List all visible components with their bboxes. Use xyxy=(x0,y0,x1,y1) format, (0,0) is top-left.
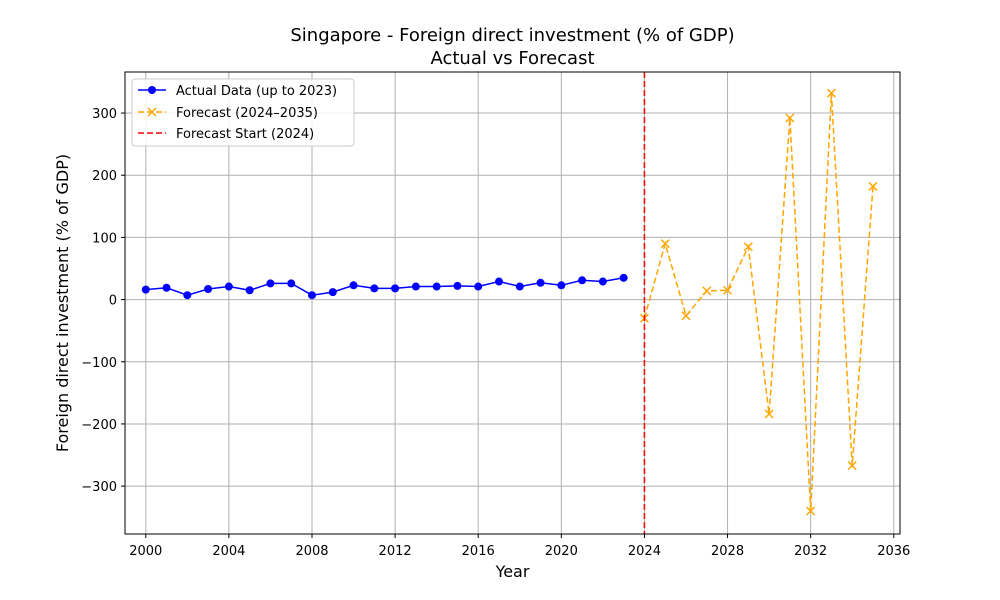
y-tick-label: 0 xyxy=(109,294,117,309)
data-point-actual xyxy=(287,279,296,288)
y-tick-label: −300 xyxy=(81,480,117,495)
data-point-forecast xyxy=(764,409,774,419)
data-point-forecast xyxy=(723,285,733,295)
chart-title: Singapore - Foreign direct investment (%… xyxy=(290,25,734,46)
data-point-actual xyxy=(453,281,462,290)
data-point-actual xyxy=(536,278,545,287)
data-point-actual xyxy=(619,273,628,282)
x-tick-label: 2020 xyxy=(545,544,578,559)
data-point-forecast xyxy=(826,88,836,98)
plot-frame xyxy=(124,71,901,535)
data-point-forecast xyxy=(806,506,816,516)
data-point-actual xyxy=(578,276,587,285)
data-point-actual xyxy=(204,285,213,294)
series-line-forecast xyxy=(643,93,874,512)
x-tick-label: 2012 xyxy=(379,544,412,559)
legend-item-forecast-start: Forecast Start (2024) xyxy=(138,127,314,142)
legend-marker-actual xyxy=(148,86,156,94)
legend-box xyxy=(131,78,355,147)
data-point-actual xyxy=(266,279,275,288)
data-point-actual xyxy=(141,285,150,294)
legend-label-actual: Actual Data (up to 2023) xyxy=(176,84,337,99)
data-point-actual xyxy=(370,284,379,293)
axis-ticks: 2000 2004 2008 2012 2016 2020 2024 2028 2032 2036… xyxy=(81,107,910,559)
series-line-actual xyxy=(145,277,624,296)
data-point-actual xyxy=(391,284,400,293)
legend-item-forecast: Forecast (2024–2035) xyxy=(138,106,318,121)
data-point-actual xyxy=(432,282,441,291)
data-point-actual xyxy=(474,282,483,291)
data-point-actual xyxy=(349,281,358,290)
data-point-actual xyxy=(515,282,524,291)
x-tick-label: 2008 xyxy=(295,544,328,559)
data-point-forecast xyxy=(847,461,857,471)
x-tick-label: 2028 xyxy=(711,544,744,559)
y-tick-label: 100 xyxy=(92,231,117,246)
legend-item-actual: Actual Data (up to 2023) xyxy=(138,84,337,99)
x-tick-label: 2024 xyxy=(628,544,661,559)
x-tick-label: 2000 xyxy=(129,544,162,559)
x-axis-label: Year xyxy=(495,562,530,581)
data-point-forecast xyxy=(660,239,670,249)
data-point-forecast xyxy=(868,181,878,191)
y-tick-label: −100 xyxy=(81,356,117,371)
data-point-actual xyxy=(183,291,192,300)
legend-label-forecast: Forecast (2024–2035) xyxy=(176,106,318,121)
data-point-actual xyxy=(598,277,607,286)
data-point-forecast xyxy=(681,311,691,321)
x-tick-label: 2036 xyxy=(877,544,910,559)
data-point-forecast xyxy=(702,286,712,296)
x-tick-label: 2016 xyxy=(462,544,495,559)
y-tick-label: 200 xyxy=(92,169,117,184)
chart-subtitle: Actual vs Forecast xyxy=(430,48,594,69)
data-point-actual xyxy=(224,282,233,291)
data-point-actual xyxy=(307,291,316,300)
legend-label-forecast-start: Forecast Start (2024) xyxy=(176,127,314,142)
data-point-actual xyxy=(162,283,171,292)
legend-marker-forecast xyxy=(147,107,157,117)
data-point-actual xyxy=(245,286,254,295)
x-tick-label: 2004 xyxy=(212,544,245,559)
legend: Actual Data (up to 2023) Forecast (2024–… xyxy=(131,78,355,147)
grid-lines xyxy=(125,72,900,534)
plot-data xyxy=(141,72,878,534)
x-tick-label: 2032 xyxy=(794,544,827,559)
y-tick-label: 300 xyxy=(92,107,117,122)
data-point-forecast xyxy=(743,242,753,252)
data-point-actual xyxy=(411,282,420,291)
data-point-actual xyxy=(328,288,337,297)
y-tick-label: −200 xyxy=(81,418,117,433)
y-axis-label: Foreign direct investment (% of GDP) xyxy=(53,154,72,452)
data-point-actual xyxy=(557,281,566,290)
data-point-actual xyxy=(494,277,503,286)
data-point-forecast xyxy=(785,113,795,123)
